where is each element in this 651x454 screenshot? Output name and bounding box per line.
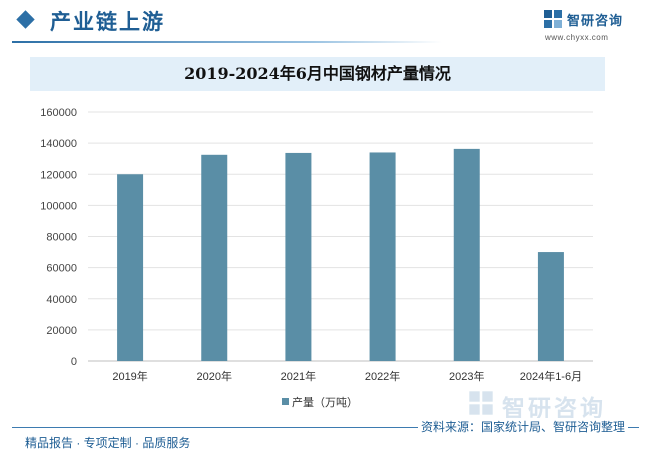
chart-title: 2019-2024年6月中国钢材产量情况 — [184, 64, 451, 83]
bar — [285, 152, 312, 361]
bar-chart: 0 20000 40000 60000 80000 100000 120000 140000 1… — [40, 107, 593, 409]
x-tick-label: 2020年 — [197, 369, 232, 383]
y-tick-label: 120000 — [40, 169, 77, 181]
footer-tagline: 精品报告 · 专项定制 · 品质服务 — [25, 436, 191, 450]
footer-watermark-logo: 智研咨询 — [468, 388, 633, 421]
logo-url: www.chyxx.com — [545, 33, 609, 42]
bar — [117, 174, 144, 361]
x-tick-label: 2024年1-6月 — [520, 369, 582, 383]
y-tick-label: 40000 — [46, 294, 77, 306]
y-tick-label: 100000 — [40, 200, 77, 212]
brand-logo: 智研咨询 www.chyxx.com — [543, 9, 643, 45]
data-source: 资料来源：国家统计局、智研咨询整理 — [418, 418, 629, 435]
chart-title-band: 2019-2024年6月中国钢材产量情况 — [30, 57, 605, 91]
x-tick-label: 2023年 — [449, 369, 484, 383]
bar — [201, 154, 228, 361]
y-tick-label: 140000 — [40, 138, 77, 150]
legend-swatch — [282, 398, 289, 405]
watermark-name: 智研咨询 — [502, 395, 606, 421]
legend-label: 产量（万吨） — [292, 395, 358, 409]
watermark-logo-icon — [469, 391, 493, 415]
y-tick-label: 0 — [71, 356, 77, 368]
bar — [453, 148, 480, 361]
y-tick-label: 60000 — [46, 263, 77, 275]
section-title: 产业链上游 — [50, 9, 165, 34]
header-underline — [12, 41, 442, 43]
y-tick-label: 80000 — [46, 232, 77, 244]
y-tick-label: 160000 — [40, 107, 77, 119]
bar — [369, 152, 396, 361]
diamond-icon — [16, 10, 35, 29]
logo-icon — [544, 10, 562, 28]
footer-divider — [12, 427, 639, 428]
header: 产业链上游 — [0, 0, 651, 46]
x-tick-label: 2021年 — [281, 369, 316, 383]
x-tick-label: 2022年 — [365, 369, 400, 383]
bar — [537, 252, 564, 361]
x-tick-label: 2019年 — [112, 369, 147, 383]
y-tick-label: 20000 — [46, 325, 77, 337]
logo-name: 智研咨询 — [567, 13, 624, 28]
